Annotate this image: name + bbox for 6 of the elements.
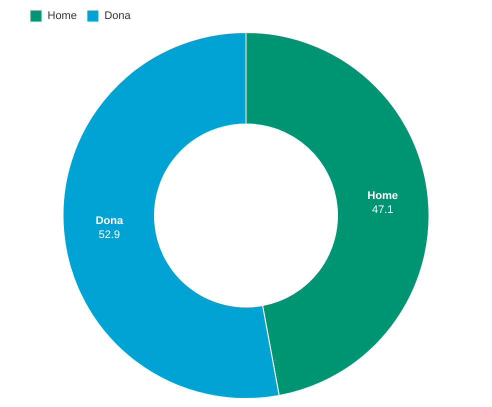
data-label: 47.1 [372, 204, 394, 216]
slice-label: Home [367, 190, 398, 202]
slice-label: Dona [96, 215, 124, 228]
legend-label: Home [48, 10, 77, 22]
data-label: 52.9 [98, 229, 120, 242]
legend-label: Dona [104, 10, 132, 22]
